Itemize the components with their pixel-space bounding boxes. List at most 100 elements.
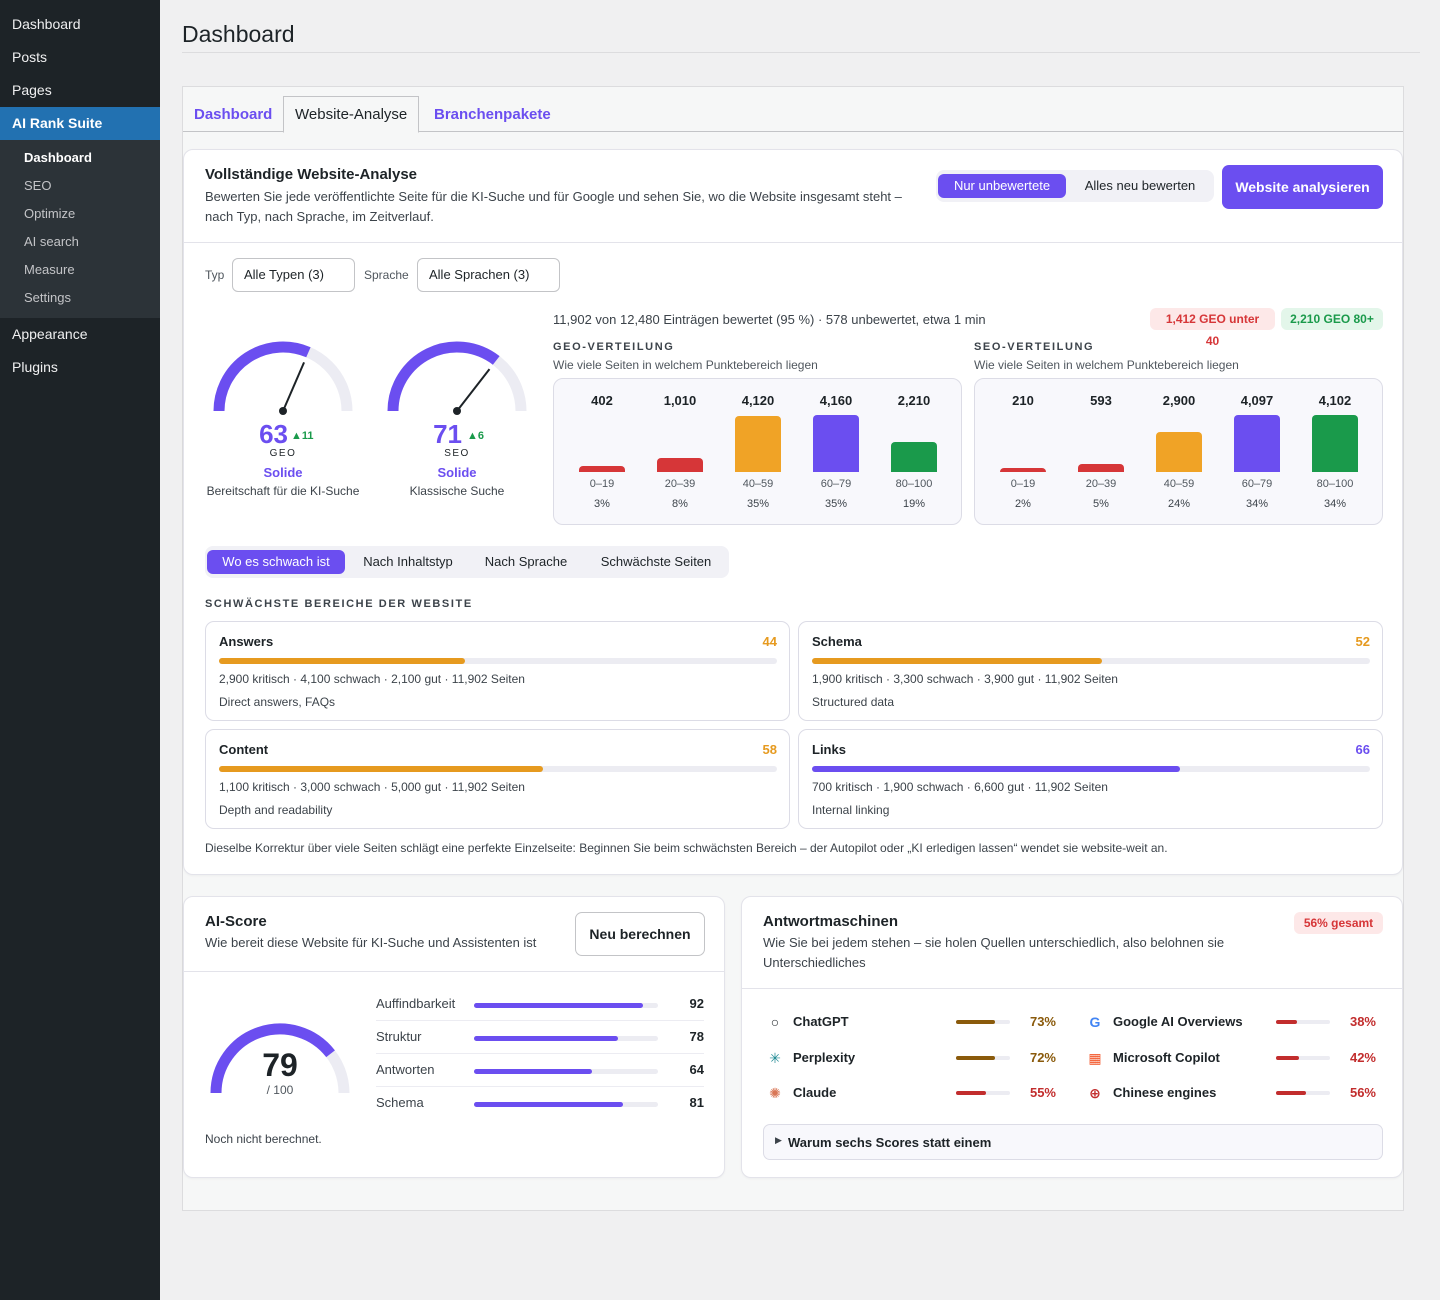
ai-score-card: AI-Score Wie bereit diese Website für KI… xyxy=(183,896,725,1178)
analyze-website-button[interactable]: Website analysieren xyxy=(1222,165,1383,209)
geo-status: Solide xyxy=(263,465,303,480)
geo-label: GEO xyxy=(269,448,297,459)
bin-range: 20–39 xyxy=(664,478,696,490)
nav-tabs: Dashboard Website-Analyse Branchenpakete xyxy=(183,87,1403,133)
bin-count: 4,120 xyxy=(741,393,775,408)
engine-name: Claude xyxy=(793,1085,837,1100)
sidebar-item-ai-rank-suite[interactable]: AI Rank Suite xyxy=(0,107,160,140)
tab-website-analyse[interactable]: Website-Analyse xyxy=(283,96,420,133)
answer-engines-card: Antwortmaschinen Wie Sie bei jedem stehe… xyxy=(741,896,1403,1178)
row-divider xyxy=(376,1053,704,1054)
geo-score: 63 xyxy=(259,419,288,449)
filter-language-select[interactable]: Alle Sprachen (3) xyxy=(417,258,560,292)
sidebar-item-pages[interactable]: Pages xyxy=(12,82,52,98)
bin-percent: 8% xyxy=(672,498,688,510)
subscore-fill xyxy=(474,1069,592,1074)
engine-percent: 38% xyxy=(1349,1014,1376,1029)
area-stats: 1,100 kritisch · 3,000 schwach · 5,000 g… xyxy=(219,780,525,794)
view-tab-weak[interactable]: Wo es schwach ist xyxy=(207,550,345,574)
bin-percent: 5% xyxy=(1093,498,1109,510)
sidebar-item-dashboard[interactable]: Dashboard xyxy=(12,16,81,32)
filter-type-select[interactable]: Alle Typen (3) xyxy=(232,258,355,292)
area-score: 44 xyxy=(762,634,777,649)
engine-row: ✺ Claude 55% xyxy=(766,1082,1056,1106)
card-divider xyxy=(184,242,1402,243)
bin-bar xyxy=(657,458,703,472)
engine-name: ChatGPT xyxy=(793,1014,849,1029)
distribution-bin: 2,900 40–59 24% xyxy=(1140,379,1218,525)
submenu-item-ai-search[interactable]: AI search xyxy=(24,234,79,249)
area-description: Depth and readability xyxy=(219,803,333,817)
google-icon: G xyxy=(1089,1014,1101,1030)
area-score: 66 xyxy=(1355,742,1370,757)
weak-area-card[interactable]: Content 58 1,100 kritisch · 3,000 schwac… xyxy=(205,729,790,829)
submenu-item-settings[interactable]: Settings xyxy=(24,290,71,305)
sidebar-item-appearance[interactable]: Appearance xyxy=(12,326,88,342)
distribution-bin: 593 20–39 5% xyxy=(1062,379,1140,525)
weak-area-card[interactable]: Schema 52 1,900 kritisch · 3,300 schwach… xyxy=(798,621,1383,721)
area-stats: 700 kritisch · 1,900 schwach · 6,600 gut… xyxy=(812,780,1108,794)
area-progress-fill xyxy=(812,658,1103,664)
view-tabs: Wo es schwach ist Nach Inhaltstyp Nach S… xyxy=(205,546,729,578)
card-divider xyxy=(184,971,724,972)
tab-branchenpakete[interactable]: Branchenpakete xyxy=(434,106,551,123)
bin-count: 593 xyxy=(1090,393,1112,408)
view-tab-content-type[interactable]: Nach Inhaltstyp xyxy=(363,554,453,569)
view-tab-weakest-pages[interactable]: Schwächste Seiten xyxy=(600,554,712,569)
submenu-item-optimize[interactable]: Optimize xyxy=(24,206,76,221)
subscore-fill xyxy=(474,1003,644,1008)
subscore-value: 78 xyxy=(689,1029,704,1044)
view-tab-language[interactable]: Nach Sprache xyxy=(484,554,568,569)
weak-areas-title: SCHWÄCHSTE BEREICHE DER WEBSITE xyxy=(205,598,473,610)
engine-fill xyxy=(1276,1020,1297,1024)
mode-all-button[interactable]: Alles neu bewerten xyxy=(1084,178,1196,193)
ai-score-gauge-fill xyxy=(210,1023,335,1094)
distribution-bin: 4,160 60–79 35% xyxy=(797,379,875,525)
weak-area-card[interactable]: Links 66 700 kritisch · 1,900 schwach · … xyxy=(798,729,1383,829)
area-progress-fill xyxy=(219,766,543,772)
ai-score-max: / 100 xyxy=(266,1083,294,1097)
bin-percent: 3% xyxy=(594,498,610,510)
subscore-value: 81 xyxy=(689,1095,704,1110)
globe-icon: ⊕ xyxy=(1089,1085,1101,1101)
distribution-bin: 210 0–19 2% xyxy=(984,379,1062,525)
distribution-bin: 1,010 20–39 8% xyxy=(641,379,719,525)
subscore-value: 64 xyxy=(689,1062,704,1077)
sidebar-item-plugins[interactable]: Plugins xyxy=(12,359,58,375)
weak-area-card[interactable]: Answers 44 2,900 kritisch · 4,100 schwac… xyxy=(205,621,790,721)
geo-gauge-fill xyxy=(213,341,311,412)
engine-track xyxy=(1276,1055,1330,1060)
bin-bar xyxy=(813,415,859,472)
distribution-bin: 402 0–19 3% xyxy=(563,379,641,525)
engine-percent: 42% xyxy=(1349,1049,1376,1065)
engine-fill xyxy=(1276,1055,1299,1060)
engine-row: ○ ChatGPT 73% xyxy=(766,1011,1056,1035)
tab-dashboard[interactable]: Dashboard xyxy=(194,106,273,123)
submenu-item-dashboard[interactable]: Dashboard xyxy=(24,150,92,165)
bin-count: 2,900 xyxy=(1162,393,1196,408)
sidebar-item-posts[interactable]: Posts xyxy=(12,49,48,65)
area-progress-track xyxy=(812,766,1370,772)
submenu-item-seo[interactable]: SEO xyxy=(24,178,52,193)
seo-distribution-subtitle: Wie viele Seiten in welchem Punktebereic… xyxy=(974,358,1239,372)
mode-unrated-button[interactable]: Nur unbewertete xyxy=(938,174,1066,198)
geo-distribution-subtitle: Wie viele Seiten in welchem Punktebereic… xyxy=(553,358,818,372)
area-name: Links xyxy=(812,742,846,757)
bin-range: 80–100 xyxy=(895,478,933,490)
rating-mode-toggle: Nur unbewertete Alles neu bewerten xyxy=(936,170,1214,202)
bin-percent: 2% xyxy=(1015,498,1031,510)
area-progress-track xyxy=(219,658,777,664)
disclosure-triangle-icon: ▶ xyxy=(775,1135,782,1145)
why-six-scores-details[interactable]: ▶ Warum sechs Scores statt einem xyxy=(763,1124,1383,1160)
bin-range: 20–39 xyxy=(1085,478,1117,490)
subscore-row: Antworten 64 xyxy=(376,1054,704,1087)
bin-range: 0–19 xyxy=(589,478,615,490)
subscore-row: Auffindbarkeit 92 xyxy=(376,988,704,1021)
bin-range: 40–59 xyxy=(1163,478,1195,490)
submenu-item-measure[interactable]: Measure xyxy=(24,262,75,277)
recalculate-button[interactable]: Neu berechnen xyxy=(575,912,705,956)
engine-track xyxy=(956,1091,1010,1095)
engines-title: Antwortmaschinen xyxy=(763,913,899,930)
seo-status: Solide xyxy=(437,465,477,480)
bin-bar xyxy=(1000,468,1046,472)
